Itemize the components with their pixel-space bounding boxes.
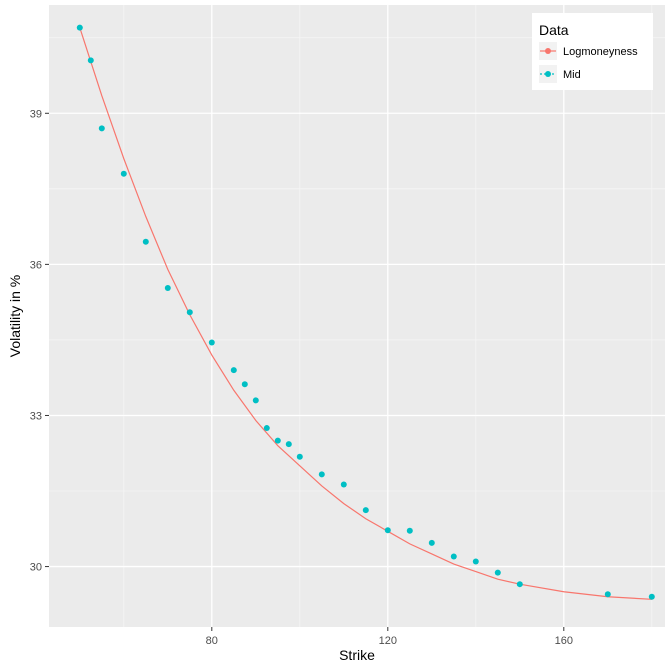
data-point-mid: [274, 437, 281, 444]
data-point-mid: [362, 507, 369, 514]
y-tick-label: 39: [30, 108, 42, 120]
data-point-mid: [516, 581, 523, 588]
plot-panel: [49, 5, 665, 627]
data-point-mid: [186, 309, 193, 316]
data-point-mid: [450, 553, 457, 560]
y-axis-title: Volatility in %: [7, 275, 23, 357]
legend-title: Data: [539, 22, 569, 38]
data-point-mid: [98, 125, 105, 132]
data-point-mid: [120, 170, 127, 177]
data-point-mid: [428, 539, 435, 546]
data-point-mid: [87, 57, 94, 64]
data-point-mid: [472, 558, 479, 565]
series-line-logmoneyness: [79, 27, 652, 600]
legend-key-point: [545, 71, 551, 77]
data-point-mid: [252, 397, 259, 404]
legend-label-mid: Mid: [563, 69, 581, 81]
data-point-mid: [406, 527, 413, 534]
data-point-mid: [285, 441, 292, 448]
data-point-mid: [604, 591, 611, 598]
data-point-mid: [241, 381, 248, 388]
y-tick-label: 36: [30, 259, 42, 271]
y-tick-label: 30: [30, 562, 42, 574]
data-point-mid: [76, 24, 83, 31]
data-point-mid: [494, 569, 501, 576]
data-point-mid: [318, 471, 325, 478]
data-point-mid: [230, 367, 237, 374]
x-tick-label: 80: [206, 635, 218, 647]
legend-key-point: [545, 48, 551, 54]
x-axis-title: Strike: [339, 647, 375, 663]
x-tick-label: 160: [555, 635, 573, 647]
data-point-mid: [340, 481, 347, 488]
data-point-mid: [164, 285, 171, 292]
data-point-mid: [648, 593, 655, 600]
data-point-mid: [384, 527, 391, 534]
data-point-mid: [208, 339, 215, 346]
y-tick-label: 33: [30, 410, 42, 422]
legend: Data Logmoneyness Mid: [532, 13, 653, 90]
data-point-mid: [296, 453, 303, 460]
x-tick-label: 120: [379, 635, 397, 647]
data-point-mid: [263, 425, 270, 432]
data-point-mid: [142, 238, 149, 245]
legend-label-logmoneyness: Logmoneyness: [563, 46, 638, 58]
